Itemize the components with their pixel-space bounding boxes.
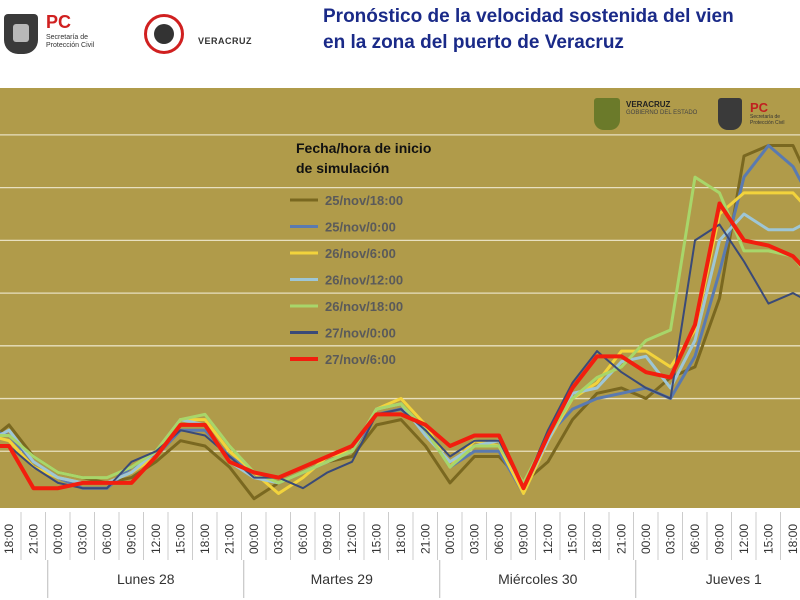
pc-logo-text: PC (46, 12, 72, 32)
series-line (0, 175, 800, 485)
legend-entry-label: 26/nov/6:00 (325, 246, 396, 261)
x-tick-label: 21:00 (615, 524, 629, 554)
x-tick-label: 06:00 (296, 524, 310, 554)
pc-inner-subtitle: Secretaría de Protección Civil (750, 114, 785, 126)
day-label: Jueves 1 (706, 571, 762, 587)
x-tick-label: 12:00 (737, 524, 751, 554)
veracruz-inner-text: VERACRUZ (626, 100, 671, 109)
x-tick-label: 00:00 (247, 524, 261, 554)
header: PC Secretaría de Protección Civil VERACR… (0, 0, 800, 88)
series-line (0, 201, 800, 491)
x-tick-label: 21:00 (419, 524, 433, 554)
veracruz-inner-subtitle: GOBIERNO DEL ESTADO (626, 110, 698, 116)
legend-entry-label: 27/nov/6:00 (325, 352, 396, 367)
x-tick-label: 12:00 (541, 524, 555, 554)
veracruz-shield-icon (594, 98, 620, 130)
page-title: Pronóstico de la velocidad sostenida del… (323, 4, 734, 56)
x-tick-label: 15:00 (174, 524, 188, 554)
veracruz-logo: VERACRUZ (140, 14, 270, 54)
x-tick-label: 09:00 (321, 524, 335, 554)
legend-entry-label: 26/nov/12:00 (325, 273, 403, 288)
x-tick-label: 03:00 (468, 524, 482, 554)
x-tick-label: 18:00 (590, 524, 604, 554)
x-tick-label: 21:00 (27, 524, 41, 554)
emblem-icon (144, 14, 184, 54)
x-tick-label: 18:00 (394, 524, 408, 554)
legend-entry-label: 26/nov/18:00 (325, 299, 403, 314)
veracruz-logo-text: VERACRUZ (198, 36, 253, 46)
x-tick-label: 15:00 (370, 524, 384, 554)
x-tick-label: 18:00 (2, 524, 16, 554)
inner-logos: VERACRUZ GOBIERNO DEL ESTADO PC Secretar… (592, 96, 792, 136)
x-tick-label: 12:00 (149, 524, 163, 554)
x-tick-label: 15:00 (762, 524, 776, 554)
legend-entry-label: 25/nov/0:00 (325, 220, 396, 235)
x-tick-label: 00:00 (639, 524, 653, 554)
x-tick-label: 03:00 (76, 524, 90, 554)
legend-entry-label: 27/nov/0:00 (325, 326, 396, 341)
x-tick-label: 06:00 (492, 524, 506, 554)
day-label: Martes 29 (311, 571, 373, 587)
plot-area (0, 88, 800, 508)
pc-shield-icon (718, 98, 742, 130)
shield-icon (4, 14, 38, 54)
x-tick-label: 00:00 (51, 524, 65, 554)
x-tick-label: 06:00 (100, 524, 114, 554)
day-label: Miércoles 30 (498, 571, 578, 587)
x-tick-label: 06:00 (688, 524, 702, 554)
pc-logo: PC Secretaría de Protección Civil (2, 12, 122, 62)
x-tick-label: 09:00 (713, 524, 727, 554)
x-tick-label: 12:00 (345, 524, 359, 554)
series-line (0, 223, 800, 490)
x-tick-label: 09:00 (517, 524, 531, 554)
x-tick-label: 03:00 (272, 524, 286, 554)
pc-inner-text: PC (750, 100, 769, 115)
x-tick-label: 09:00 (125, 524, 139, 554)
pc-logo-subtitle: Secretaría de Protección Civil (46, 34, 95, 49)
day-label: Lunes 28 (117, 571, 175, 587)
x-tick-label: 03:00 (664, 524, 678, 554)
x-tick-label: 15:00 (566, 524, 580, 554)
x-tick-label: 21:00 (223, 524, 237, 554)
legend-entry-label: 25/nov/18:00 (325, 193, 403, 208)
title-line-2: en la zona del puerto de Veracruz (323, 32, 624, 53)
title-line-1: Pronóstico de la velocidad sostenida del… (323, 6, 734, 27)
x-tick-label: 18:00 (198, 524, 212, 554)
x-tick-label: 18:00 (786, 524, 800, 554)
x-tick-label: 00:00 (443, 524, 457, 554)
legend-title: Fecha/hora de inicio de simulación (296, 140, 432, 176)
